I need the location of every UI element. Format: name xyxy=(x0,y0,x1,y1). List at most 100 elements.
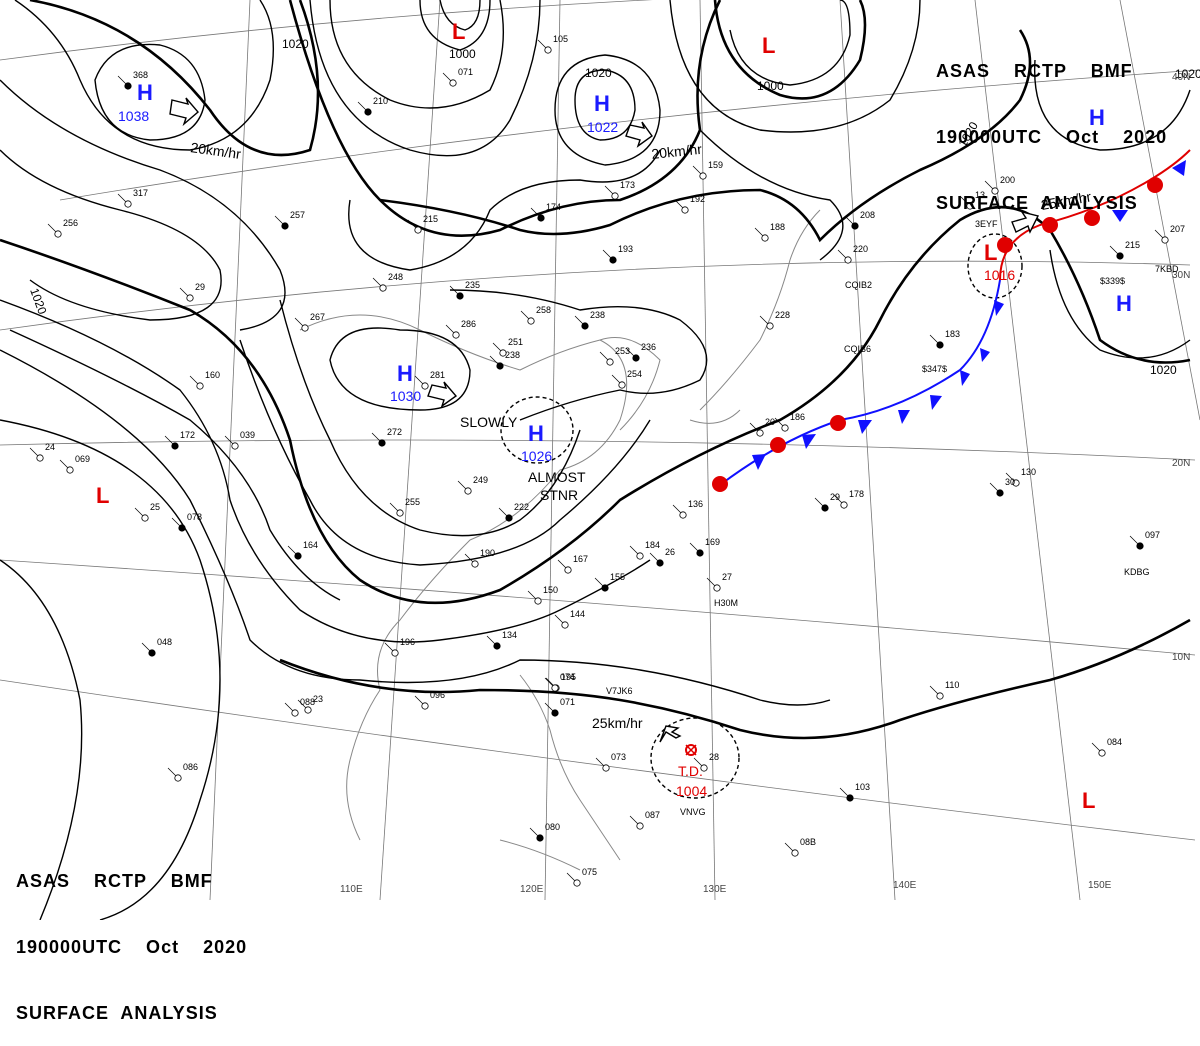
isobar xyxy=(288,0,722,237)
station-value: 071 xyxy=(458,67,473,77)
station-circle-icon xyxy=(186,294,194,302)
station-plot: 144 xyxy=(554,609,585,629)
map-background xyxy=(0,0,1200,920)
high-center-value: 1022 xyxy=(587,119,618,135)
station-plot: 074 xyxy=(544,672,575,692)
pressure-centers: H 1038 H 1022 H 1030 H 1026 H H L L L 10… xyxy=(96,19,1132,813)
isobar xyxy=(29,0,320,157)
station-plot: 235 xyxy=(449,280,480,300)
station-circle-icon xyxy=(421,382,429,390)
isobar xyxy=(0,149,222,321)
station-value: 086 xyxy=(183,762,198,772)
station-circle-icon xyxy=(171,442,179,450)
station-circle-icon xyxy=(452,331,460,339)
station-plot: 238 xyxy=(489,350,520,370)
isobar xyxy=(0,419,221,920)
station-value: 27 xyxy=(722,572,732,582)
station-circle-icon xyxy=(791,849,799,857)
station-value: 184 xyxy=(645,540,660,550)
station-plot: 169 xyxy=(689,537,720,557)
station-plot: 267 xyxy=(294,312,325,332)
station-value: 188 xyxy=(770,222,785,232)
station-value: 078 xyxy=(187,512,202,522)
station-circle-icon xyxy=(364,108,372,116)
isobar xyxy=(713,0,867,100)
station-circle-icon xyxy=(609,256,617,264)
station-value: 251 xyxy=(508,337,523,347)
station-plot: 200 xyxy=(984,175,1015,195)
station-circle-icon xyxy=(505,514,513,522)
station-circle-icon xyxy=(606,358,614,366)
header-bottom-left: ASAS RCTP BMF 190000UTC Oct 2020 SURFACE… xyxy=(16,826,247,1046)
station-plot: 069 xyxy=(59,454,90,474)
station-value: 195 xyxy=(561,672,576,682)
station-plot: 048 xyxy=(141,637,172,657)
station-plot: 188 xyxy=(754,222,785,242)
station-value: 200 xyxy=(1000,175,1015,185)
header-line: ASAS RCTP BMF xyxy=(16,871,213,891)
tropical-depression: T.D. 1004 25km/hr xyxy=(592,715,707,799)
station-value: 196 xyxy=(400,637,415,647)
station-value: 258 xyxy=(536,305,551,315)
arrow-icon xyxy=(169,97,199,127)
station-circle-icon xyxy=(421,702,429,710)
station-plot: 251 xyxy=(492,337,523,357)
station-circle-icon xyxy=(700,764,708,772)
station-plot: 196 xyxy=(384,637,415,657)
station-circle-icon xyxy=(844,256,852,264)
station-value: 164 xyxy=(303,540,318,550)
station-plot: 24 xyxy=(29,442,55,462)
station-circle-icon xyxy=(636,552,644,560)
isobar xyxy=(449,289,708,421)
station-value: 317 xyxy=(133,188,148,198)
station-plot: 159 xyxy=(692,160,723,180)
isobar xyxy=(419,0,491,51)
isobar xyxy=(309,0,541,157)
station-value: 255 xyxy=(405,497,420,507)
high-center-symbol: H xyxy=(528,421,544,446)
station-value: 267 xyxy=(310,312,325,322)
station-plot: 208 xyxy=(844,210,875,230)
isobar xyxy=(279,299,581,537)
station-circle-icon xyxy=(696,549,704,557)
station-value: 208 xyxy=(860,210,875,220)
station-circle-icon xyxy=(544,46,552,54)
station-value: 215 xyxy=(423,214,438,224)
station-circle-icon xyxy=(713,584,721,592)
isobar-label: 1020 xyxy=(1150,363,1177,377)
isobar xyxy=(0,79,286,331)
station-plot: 30 xyxy=(989,477,1015,497)
ring-low-1016 xyxy=(967,233,1023,299)
isobar-label: 1020 xyxy=(1175,67,1200,81)
station-value: 160 xyxy=(205,370,220,380)
ship-id: 7KBD xyxy=(1155,264,1179,274)
latitude-label: 10N xyxy=(1172,652,1190,663)
high-center-symbol: H xyxy=(137,80,153,105)
station-circle-icon xyxy=(141,514,149,522)
isobar xyxy=(1033,59,1191,151)
station-value: 235 xyxy=(465,280,480,290)
longitude-label: 140E xyxy=(893,880,917,891)
station-plot: 087 xyxy=(629,810,660,830)
td-movement: 25km/hr xyxy=(592,715,643,731)
isobar xyxy=(669,0,921,133)
station-plot: 286 xyxy=(445,319,476,339)
station-plot: 150 xyxy=(527,585,558,605)
station-plot: 183 xyxy=(929,329,960,349)
station-plot: 136 xyxy=(672,499,703,519)
station-value: 254 xyxy=(627,369,642,379)
station-circle-icon xyxy=(536,834,544,842)
station-value: 075 xyxy=(582,867,597,877)
isobar xyxy=(14,0,274,151)
high-center-value: 1038 xyxy=(118,108,149,124)
station-plot: 103 xyxy=(839,782,870,802)
station-plot: 215 xyxy=(1109,240,1140,260)
station-value: 130 xyxy=(1021,467,1036,477)
station-plot: 272 xyxy=(371,427,402,447)
header-line: 190000UTC Oct 2020 xyxy=(936,127,1168,147)
low-center-value: 1016 xyxy=(984,267,1015,283)
station-plot: 039 xyxy=(224,430,255,450)
station-value: 172 xyxy=(180,430,195,440)
station-circle-icon xyxy=(464,487,472,495)
high-center-symbol: H xyxy=(1116,291,1132,316)
